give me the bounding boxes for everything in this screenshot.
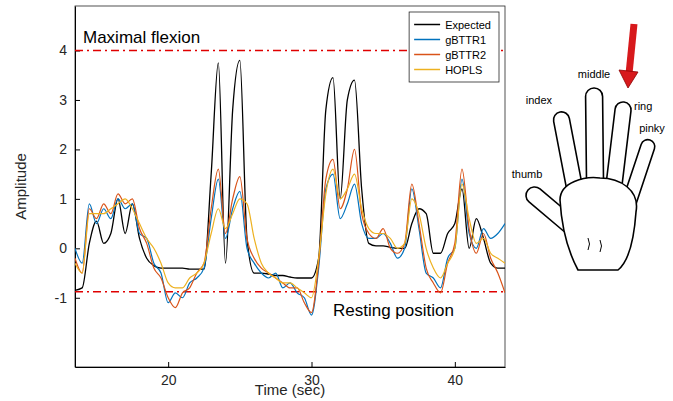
marker-arrow-head [619,70,638,88]
plot-frame [75,6,505,367]
series-line [75,149,505,312]
chart: 203040-101234Maximal flexionResting posi… [0,0,673,401]
legend-label: HOPLS [445,64,482,76]
x-axis-line [76,367,506,368]
legend-swatch [414,24,440,26]
x-tick: 20 [161,362,177,388]
y-tick-label: 1 [59,191,67,207]
legend-label: gBTTR2 [445,49,486,61]
reference-label: Maximal flexion [83,28,200,47]
y-tick-mark [75,298,80,299]
legend-swatch [414,54,440,56]
series-line [75,60,505,290]
y-axis-line [75,7,76,368]
marker-arrow-shaft [629,24,634,74]
y-tick-label: 2 [59,141,67,157]
finger-label: pinky [639,122,665,134]
hand-diagram: thumb index middle ring pinky [512,24,666,270]
palm-line [588,238,602,252]
x-tick-mark [455,362,456,367]
y-axis: -1 0 1 2 3 4 [55,7,80,368]
palm-join [562,201,570,222]
finger-label: thumb [512,168,543,180]
x-tick: 40 [448,362,464,388]
y-tick-label: 3 [59,92,67,108]
y-tick: 1 [59,191,80,207]
legend-label: gBTTR1 [445,34,486,46]
finger-label: index [526,94,553,106]
reference-label: Resting position [333,301,454,320]
legend-label: Expected [445,19,491,31]
legend-swatch [414,69,440,71]
palm [560,178,637,270]
marks [75,51,505,316]
legend-box [409,12,499,82]
legend: Expected gBTTR1 gBTTR2 HOPLS [409,12,499,82]
x-tick-mark [312,362,313,367]
plot: 203040-101234Maximal flexionResting posi… [55,6,506,388]
y-tick-mark [75,199,80,200]
y-axis-title: Amplitude [12,153,29,220]
finger-label: ring [634,100,652,112]
y-tick-label: 0 [59,240,67,256]
series-line [75,169,505,298]
y-tick-mark [75,149,80,150]
y-tick-label: -1 [55,290,68,306]
y-tick: 3 [59,92,80,108]
y-tick-label: 4 [59,42,67,58]
x-axis-title: Time (sec) [255,381,325,398]
series-line [75,174,505,315]
legend-swatch [414,39,440,41]
x-tick-label: 20 [161,372,177,388]
finger-label: middle [578,68,610,80]
finger [586,88,604,192]
y-tick: 2 [59,141,80,157]
y-tick-mark [75,100,80,101]
x-tick-label: 40 [448,372,464,388]
x-tick-mark [168,362,169,367]
